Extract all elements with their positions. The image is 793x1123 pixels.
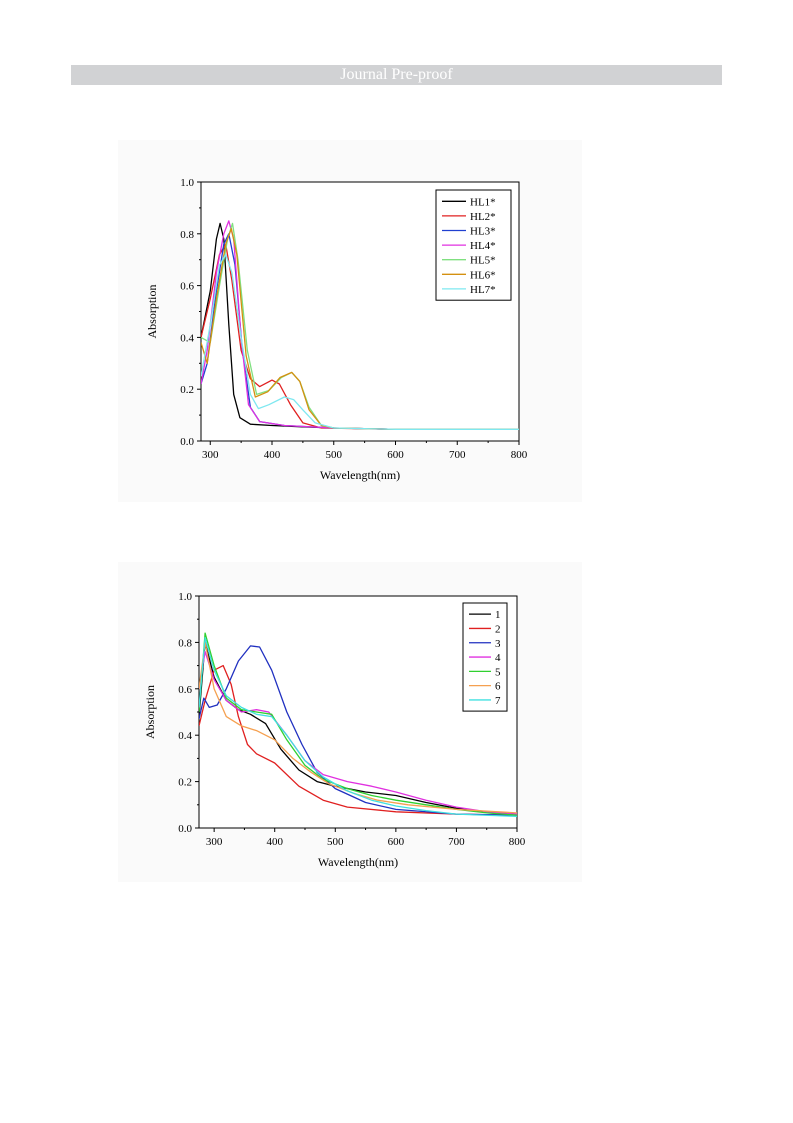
figure-panel-ligands: 300 400 500 600 700 800 0.0 0.2 0.4 0.6 0.8 1.0 Wave… bbox=[118, 140, 582, 502]
x-tick-label: 700 bbox=[449, 449, 466, 461]
y-tick-label: 0.4 bbox=[180, 332, 194, 344]
y-tick-label: 0.8 bbox=[178, 637, 192, 649]
x-axis-label: Wavelength(nm) bbox=[318, 855, 398, 869]
legend-label: 1 bbox=[495, 609, 501, 621]
y-tick-label: 0.2 bbox=[178, 777, 192, 789]
y-tick-label: 1.0 bbox=[180, 177, 194, 189]
x-tick-label: 400 bbox=[264, 449, 281, 461]
x-tick-label: 500 bbox=[327, 836, 344, 848]
y-tick-label: 0.2 bbox=[180, 384, 194, 396]
legend-label: 6 bbox=[495, 681, 501, 693]
y-tick-label: 1.0 bbox=[178, 591, 192, 603]
series-line-7 bbox=[199, 637, 517, 818]
y-axis-label: Absorption bbox=[143, 685, 157, 739]
y-tick-label: 0.8 bbox=[180, 229, 194, 241]
series-line-hl7 bbox=[201, 253, 519, 430]
figure-panel-complexes: 300 400 500 600 700 800 0.0 0.2 0.4 0.6 0.8 1.0 Wave… bbox=[118, 562, 582, 882]
legend-label: HL4* bbox=[470, 240, 496, 252]
x-tick-label: 800 bbox=[511, 449, 528, 461]
series-line-6 bbox=[199, 641, 517, 814]
legend-label: HL3* bbox=[470, 226, 496, 238]
x-tick-label: 400 bbox=[266, 836, 283, 848]
series-line-hl2 bbox=[201, 243, 519, 430]
absorption-chart-ligands: 300 400 500 600 700 800 0.0 0.2 0.4 0.6 0.8 1.0 Wave… bbox=[145, 177, 528, 482]
legend-label: 5 bbox=[495, 666, 501, 678]
x-tick-label: 800 bbox=[509, 836, 526, 848]
x-tick-label: 600 bbox=[387, 449, 404, 461]
series-line-3 bbox=[199, 645, 517, 816]
x-tick-label: 300 bbox=[206, 836, 223, 848]
x-tick-label: 300 bbox=[202, 449, 219, 461]
y-axis-label: Absorption bbox=[145, 285, 159, 339]
x-tick-label: 500 bbox=[326, 449, 343, 461]
legend-label: HL2* bbox=[470, 211, 496, 223]
journal-preproof-banner: Journal Pre-proof bbox=[71, 65, 722, 85]
legend-label: HL1* bbox=[470, 196, 496, 208]
x-tick-label: 600 bbox=[388, 836, 405, 848]
y-tick-label: 0.0 bbox=[178, 823, 192, 835]
legend-label: 4 bbox=[495, 652, 501, 664]
series-line-2 bbox=[199, 664, 517, 816]
x-tick-label: 700 bbox=[448, 836, 465, 848]
legend-label: 7 bbox=[495, 695, 501, 707]
x-axis-label: Wavelength(nm) bbox=[320, 468, 400, 482]
y-tick-label: 0.0 bbox=[180, 436, 194, 448]
series-group bbox=[199, 632, 517, 818]
series-group bbox=[201, 220, 519, 430]
legend-label: HL5* bbox=[470, 255, 496, 267]
legend-label: 2 bbox=[495, 623, 501, 635]
y-tick-label: 0.6 bbox=[180, 281, 194, 293]
legend-label: HL7* bbox=[470, 284, 496, 296]
legend-label: HL6* bbox=[470, 269, 496, 281]
legend-label: 3 bbox=[495, 638, 501, 650]
y-tick-label: 0.4 bbox=[178, 730, 192, 742]
y-tick-label: 0.6 bbox=[178, 684, 192, 696]
absorption-chart-complexes: 300 400 500 600 700 800 0.0 0.2 0.4 0.6 0.8 1.0 Wave… bbox=[143, 591, 526, 869]
